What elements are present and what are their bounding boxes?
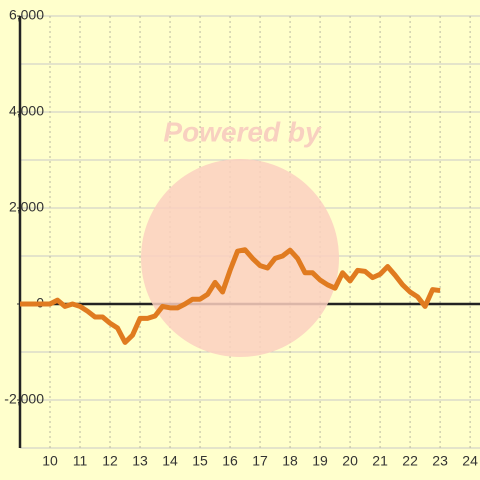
x-tick-label: 17 <box>252 453 268 469</box>
y-tick-label: 2,000 <box>9 199 44 215</box>
x-tick-label: 18 <box>282 453 298 469</box>
y-tick-label: 6,000 <box>9 7 44 23</box>
x-tick-label: 19 <box>312 453 328 469</box>
x-tick-label: 12 <box>102 453 118 469</box>
x-tick-label: 21 <box>372 453 388 469</box>
x-tick-label: 20 <box>342 453 358 469</box>
x-tick-label: 11 <box>73 453 88 469</box>
x-tick-label: 23 <box>432 453 448 469</box>
x-tick-label: 16 <box>222 453 238 469</box>
y-tick-label: -2,000 <box>4 391 44 407</box>
x-tick-label: 22 <box>402 453 418 469</box>
x-tick-label: 24 <box>462 453 478 469</box>
x-tick-label: 10 <box>42 453 58 469</box>
watermark-text: Powered by <box>163 116 322 147</box>
x-tick-label: 13 <box>132 453 148 469</box>
plot <box>20 247 441 345</box>
y-tick-label: 4,000 <box>9 103 44 119</box>
x-tick-label: 15 <box>192 453 208 469</box>
watermark-logo <box>141 159 339 357</box>
data-line <box>20 247 441 345</box>
x-tick-label: 14 <box>162 453 178 469</box>
